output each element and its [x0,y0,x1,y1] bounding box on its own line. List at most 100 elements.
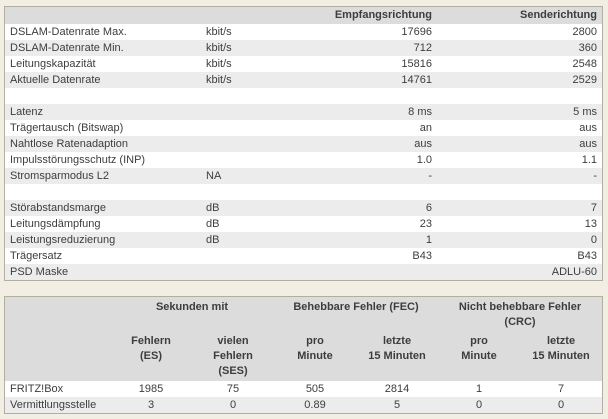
table-row-traegersatz: Trägersatz B43 B43 [5,248,602,264]
row-rx-value: 14761 [314,72,437,88]
row-unit: kbit/s [201,56,314,72]
error-sub-header-row: Fehlern (ES) vielen Fehlern (SES) pro Mi… [5,333,603,381]
dsl-header-empty-label [5,7,201,24]
row-label: Trägertausch (Bitswap) [5,120,201,136]
table-row-dslam-max: DSLAM-Datenrate Max. kbit/s 17696 2800 [5,24,602,40]
row-tx-value: 2548 [437,56,602,72]
separator-row [5,184,602,200]
row-rx-value: 17696 [314,24,437,40]
row-label: Nahtlose Ratenadaption [5,136,201,152]
row-rx-value [314,264,437,280]
row-tx-value: 360 [437,40,602,56]
row-unit [201,136,314,152]
row-unit: NA [201,168,314,184]
row-unit: dB [201,200,314,216]
row-unit: kbit/s [201,40,314,56]
subheader-crc-pro-minute: pro Minute [438,333,520,381]
row-rx-value: 6 [314,200,437,216]
row-rx-value: 8 ms [314,104,437,120]
row-label: Störabstandsmarge [5,200,201,216]
row-tx-value: - [437,168,602,184]
row-tx-value: 0 [437,232,602,248]
table-row-leitungsdaempfung: Leitungsdämpfung dB 23 13 [5,216,602,232]
row-label: Vermittlungsstelle [5,397,110,413]
row-label: Aktuelle Datenrate [5,72,201,88]
table-row-vermittlungsstelle: Vermittlungsstelle 3 0 0.89 5 0 0 [5,397,603,413]
subheader-ses: vielen Fehlern (SES) [192,333,274,381]
row-unit: kbit/s [201,24,314,40]
row-tx-value: 1.1 [437,152,602,168]
table-row-stoerabstandsmarge: Störabstandsmarge dB 6 7 [5,200,602,216]
table-row-leistungsreduzierung: Leistungsreduzierung dB 1 0 [5,232,602,248]
dsl-table: Empfangsrichtung Senderichtung DSLAM-Dat… [5,7,602,280]
table-row-dslam-min: DSLAM-Datenrate Min. kbit/s 712 360 [5,40,602,56]
group-header-sekunden-mit: Sekunden mit [110,297,274,333]
row-rx-value: 15816 [314,56,437,72]
row-label: Latenz [5,104,201,120]
row-label: Leistungsreduzierung [5,232,201,248]
value-fec-letzte-15: 2814 [356,381,438,397]
row-unit [201,104,314,120]
value-crc-letzte-15: 0 [520,397,603,413]
error-group-header-row: Sekunden mit Behebbare Fehler (FEC) Nich… [5,297,603,333]
row-tx-value: 2529 [437,72,602,88]
row-rx-value: 1.0 [314,152,437,168]
row-label: Leitungsdämpfung [5,216,201,232]
row-unit [201,152,314,168]
row-tx-value: B43 [437,248,602,264]
value-es: 1985 [110,381,192,397]
row-tx-value: 5 ms [437,104,602,120]
value-crc-pro-minute: 1 [438,381,520,397]
dsl-header-row: Empfangsrichtung Senderichtung [5,7,602,24]
row-unit [201,264,314,280]
row-label: DSLAM-Datenrate Max. [5,24,201,40]
dsl-header-empfangsrichtung: Empfangsrichtung [314,7,437,24]
row-unit: dB [201,216,314,232]
subheader-es: Fehlern (ES) [110,333,192,381]
value-fec-pro-minute: 505 [274,381,356,397]
value-crc-letzte-15: 7 [520,381,603,397]
error-header-empty [5,297,110,333]
subheader-fec-letzte-15: letzte 15 Minuten [356,333,438,381]
row-rx-value: 712 [314,40,437,56]
row-label: Stromsparmodus L2 [5,168,201,184]
dsl-info-table: Empfangsrichtung Senderichtung DSLAM-Dat… [4,6,603,281]
row-tx-value: aus [437,136,602,152]
row-tx-value: 13 [437,216,602,232]
row-tx-value: ADLU-60 [437,264,602,280]
error-counter-table: Sekunden mit Behebbare Fehler (FEC) Nich… [4,296,603,414]
table-row-traegertausch: Trägertausch (Bitswap) an aus [5,120,602,136]
value-fec-pro-minute: 0.89 [274,397,356,413]
row-unit [201,248,314,264]
row-label: PSD Maske [5,264,201,280]
row-unit: kbit/s [201,72,314,88]
table-row-stromsparmodus: Stromsparmodus L2 NA - - [5,168,602,184]
row-rx-value: an [314,120,437,136]
table-row-latenz: Latenz 8 ms 5 ms [5,104,602,120]
value-ses: 0 [192,397,274,413]
row-rx-value: 23 [314,216,437,232]
row-label: Leitungskapazität [5,56,201,72]
dsl-header-senderichtung: Senderichtung [437,7,602,24]
table-row-nahtlose-ratenadaption: Nahtlose Ratenadaption aus aus [5,136,602,152]
table-row-fritzbox: FRITZ!Box 1985 75 505 2814 1 7 [5,381,603,397]
table-row-leitungskapazitaet: Leitungskapazität kbit/s 15816 2548 [5,56,602,72]
subheader-crc-letzte-15: letzte 15 Minuten [520,333,603,381]
table-row-aktuelle-datenrate: Aktuelle Datenrate kbit/s 14761 2529 [5,72,602,88]
table-row-impulsstoerungsschutz: Impulsstörungsschutz (INP) 1.0 1.1 [5,152,602,168]
row-rx-value: 1 [314,232,437,248]
row-tx-value: aus [437,120,602,136]
row-label: Trägersatz [5,248,201,264]
value-fec-letzte-15: 5 [356,397,438,413]
subheader-fec-pro-minute: pro Minute [274,333,356,381]
value-es: 3 [110,397,192,413]
row-tx-value: 7 [437,200,602,216]
value-ses: 75 [192,381,274,397]
row-tx-value: 2800 [437,24,602,40]
separator-row [5,88,602,104]
row-rx-value: B43 [314,248,437,264]
error-subheader-empty [5,333,110,381]
row-label: Impulsstörungsschutz (INP) [5,152,201,168]
row-label: DSLAM-Datenrate Min. [5,40,201,56]
row-unit: dB [201,232,314,248]
